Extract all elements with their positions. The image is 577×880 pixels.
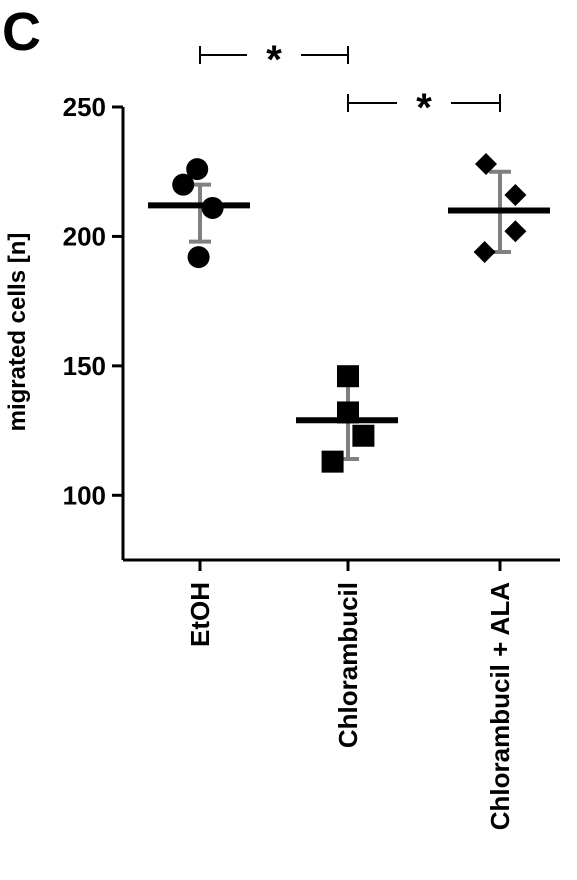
panel-label: C [2, 2, 41, 62]
significance-label: * [416, 86, 432, 130]
x-tick-labels: EtOH Chlorambucil Chlorambucil + ALA [185, 582, 515, 830]
data-point [475, 152, 497, 175]
data-point [337, 365, 359, 388]
data-point [504, 220, 527, 243]
y-tick-label: 200 [63, 221, 106, 251]
data-groups [148, 152, 550, 473]
axes: 100 150 200 250 [63, 92, 560, 571]
data-point [504, 184, 527, 207]
y-tick-label: 150 [63, 351, 106, 381]
x-tick-label: Chlorambucil + ALA [485, 582, 515, 830]
data-point [172, 173, 195, 196]
significance-label: * [266, 38, 282, 82]
x-tick-label: Chlorambucil [333, 582, 363, 748]
data-point [187, 246, 210, 269]
data-point [473, 240, 496, 263]
y-axis-label: migrated cells [n] [4, 233, 31, 432]
data-point [352, 424, 375, 447]
y-tick-label: 100 [63, 480, 106, 510]
data-point [321, 450, 344, 473]
x-tick-label: EtOH [185, 582, 215, 647]
data-point [186, 158, 209, 181]
significance-brackets: ** [199, 38, 501, 130]
y-tick-label: 250 [63, 92, 106, 122]
